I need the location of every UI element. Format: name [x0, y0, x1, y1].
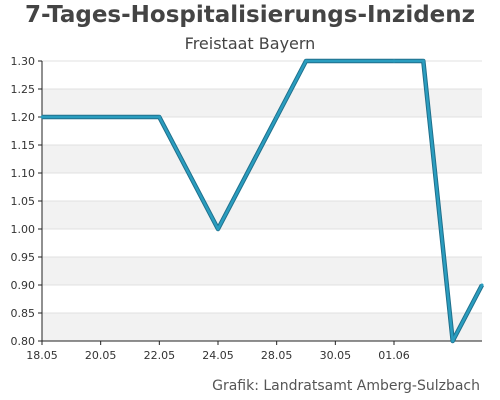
- chart-subtitle: Freistaat Bayern: [184, 34, 316, 53]
- x-tick-label: 18.05: [26, 349, 58, 362]
- data-point: [157, 115, 161, 119]
- y-tick-label: 1.10: [11, 167, 36, 180]
- data-point: [480, 283, 484, 287]
- plot-band: [42, 201, 482, 229]
- y-tick-label: 0.80: [11, 335, 36, 348]
- y-tick-label: 1.15: [11, 139, 36, 152]
- plot-band: [42, 313, 482, 341]
- y-tick-label: 0.85: [11, 307, 36, 320]
- data-point: [275, 115, 279, 119]
- x-tick-label: 28.05: [261, 349, 293, 362]
- data-point: [421, 59, 425, 63]
- plot-background: [42, 89, 482, 341]
- plot-band: [42, 89, 482, 117]
- y-tick-label: 0.95: [11, 251, 36, 264]
- chart-title: 7-Tages-Hospitalisierungs-Inzidenz: [24, 2, 476, 28]
- x-axis-ticks: 18.05 20.05 22.05 24.05 28.05 30.05 01.06: [26, 341, 410, 362]
- y-tick-label: 1.00: [11, 223, 36, 236]
- x-tick-label: 24.05: [202, 349, 234, 362]
- plot-band: [42, 257, 482, 285]
- data-point: [216, 227, 220, 231]
- x-tick-label: 20.05: [85, 349, 117, 362]
- data-point: [40, 115, 44, 119]
- data-point: [451, 339, 455, 343]
- y-tick-label: 0.90: [11, 279, 36, 292]
- y-tick-label: 1.20: [11, 111, 36, 124]
- x-tick-label: 22.05: [144, 349, 176, 362]
- data-series: [40, 58, 484, 344]
- y-axis-ticks: 0.80 0.85 0.90 0.95 1.00 1.05 1.10 1.15 1.20 1.25…: [11, 55, 42, 348]
- grid-lines: [42, 60, 482, 342]
- x-tick-label: 01.06: [378, 349, 410, 362]
- data-point: [392, 59, 396, 63]
- y-tick-label: 1.05: [11, 195, 36, 208]
- data-point: [304, 59, 308, 63]
- chart-credit: Grafik: Landratsamt Amberg-Sulzbach: [212, 378, 480, 394]
- y-tick-label: 1.30: [11, 55, 36, 68]
- x-tick-label: 30.05: [320, 349, 352, 362]
- y-tick-label: 1.25: [11, 83, 36, 96]
